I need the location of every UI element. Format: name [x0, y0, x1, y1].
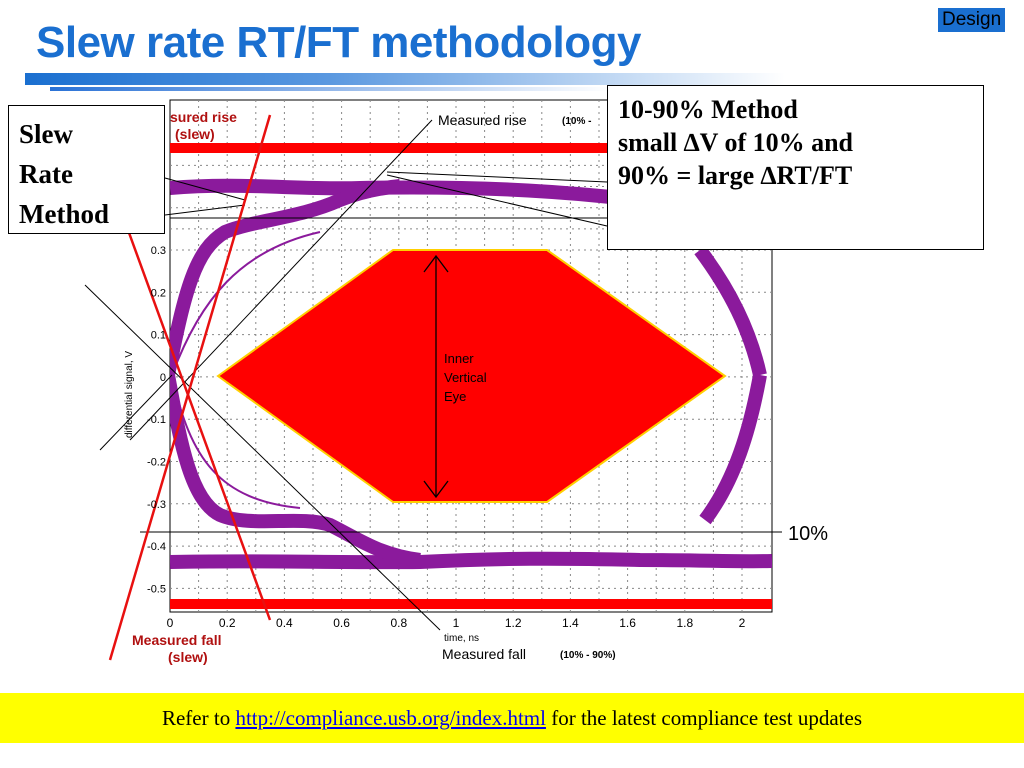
page-title: Slew rate RT/FT methodology	[36, 18, 642, 67]
x-tick-label: 0.8	[390, 616, 407, 630]
eye-label-line2: Vertical	[444, 370, 487, 385]
slew-callout-line3: Method	[19, 199, 109, 229]
top-limit-bar	[170, 143, 772, 153]
x-tick-label: 0.2	[219, 616, 236, 630]
slew-callout-line2: Rate	[19, 159, 73, 189]
slew-callout-line1: Slew	[19, 119, 73, 149]
footer-prefix: Refer to	[161, 706, 236, 730]
title-underline-thin	[50, 87, 610, 91]
measured-fall-slew-line1: Measured fall	[132, 632, 221, 648]
eye-height-arrow	[423, 254, 449, 499]
measured-rise-range: (10% -	[562, 116, 591, 127]
slew-rate-callout: Slew Rate Method	[8, 105, 165, 234]
x-tick-label: 1.4	[562, 616, 579, 630]
slew-lines	[108, 114, 272, 661]
x-tick-label: 1.6	[619, 616, 636, 630]
title-underline	[25, 73, 785, 85]
y-tick-label: -0.1	[147, 414, 166, 426]
y-tick-label: 0.2	[151, 287, 166, 299]
trace-thin-2	[171, 374, 301, 509]
measured-fall-label: Measured fall	[442, 646, 526, 662]
inner-eye-mask	[216, 249, 727, 503]
measured-rise-slew-line2: (slew)	[175, 126, 215, 142]
y-tick-label: -0.5	[147, 583, 166, 595]
y-tick-label: -0.4	[147, 541, 166, 553]
ten-percent-label: 10%	[788, 523, 828, 545]
x-axis-label: time, ns	[444, 633, 479, 644]
trace-thin-1	[171, 231, 321, 376]
x-tick-label: 1.8	[676, 616, 693, 630]
trace-right-fall	[699, 373, 767, 525]
trace-falling-edge	[170, 373, 421, 567]
y-tick-label: 0.3	[151, 245, 166, 257]
y-tick-labels: 0.3 0.2 0.1 0 -0.1 -0.2 -0.3 -0.4 -0.5	[147, 245, 166, 595]
y-tick-label: -0.2	[147, 457, 166, 469]
eye-label-line3: Eye	[444, 389, 466, 404]
method-callout-line3: 90% = large ∆RT/FT	[618, 161, 853, 190]
x-tick-label: 0	[167, 616, 174, 630]
compliance-link[interactable]: http://compliance.usb.org/index.html	[235, 706, 546, 730]
x-tick-label: 1.2	[505, 616, 522, 630]
method-callout-line1: 10-90% Method	[618, 95, 798, 124]
design-tag: Design	[938, 8, 1006, 32]
trace-rising-edge	[170, 179, 401, 377]
y-axis-label: differential signal, V	[124, 351, 135, 438]
x-tick-label: 0.6	[333, 616, 350, 630]
y-tick-label: 0.1	[151, 330, 166, 342]
measured-rise-slew-line1: sured rise	[170, 109, 237, 125]
footer-banner: Refer to http://compliance.usb.org/index…	[0, 693, 1024, 743]
measured-rise-label: Measured rise	[438, 112, 527, 128]
trace-right-rise	[694, 245, 767, 377]
eye-traces-thin	[171, 231, 321, 509]
measured-fall-range: (10% - 90%)	[560, 650, 616, 661]
ten-ninety-callout: 10-90% Method small ∆V of 10% and 90% = …	[607, 85, 984, 250]
measurement-diagonals	[84, 119, 441, 631]
callout-leaders	[164, 171, 608, 227]
eye-label-line1: Inner	[444, 351, 474, 366]
x-tick-label: 1	[453, 616, 460, 630]
y-tick-label: 0	[160, 372, 166, 384]
footer-suffix: for the latest compliance test updates	[545, 706, 863, 730]
x-tick-label: 2	[739, 616, 746, 630]
y-tick-label: -0.3	[147, 499, 166, 511]
bottom-limit-bar	[170, 599, 772, 609]
trace-bottom-rail	[170, 551, 772, 570]
method-callout-line2: small ∆V of 10% and	[618, 128, 854, 157]
x-tick-label: 0.4	[276, 616, 293, 630]
x-tick-labels: 0 0.2 0.4 0.6 0.8 1 1.2 1.4 1.6 1.8 2	[167, 616, 746, 630]
measured-fall-slew-line2: (slew)	[168, 649, 208, 665]
